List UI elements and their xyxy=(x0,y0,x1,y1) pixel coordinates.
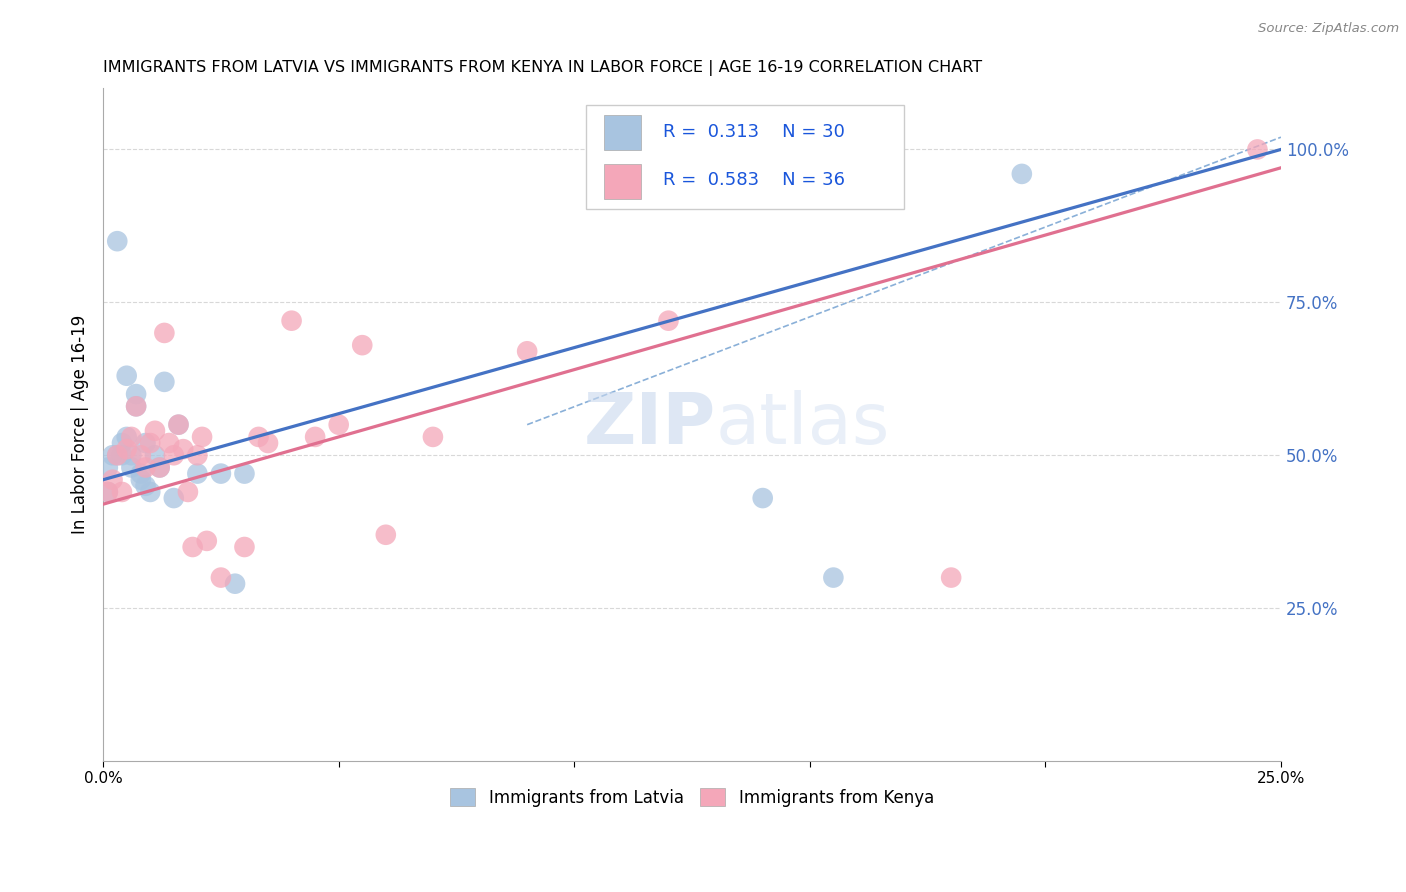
Point xyxy=(304,430,326,444)
Point xyxy=(172,442,194,457)
Point xyxy=(135,436,157,450)
Point xyxy=(149,460,172,475)
Point xyxy=(125,400,148,414)
Text: R =  0.313    N = 30: R = 0.313 N = 30 xyxy=(662,123,845,141)
Point xyxy=(163,448,186,462)
Point xyxy=(97,485,120,500)
Point xyxy=(167,417,190,432)
Point xyxy=(209,571,232,585)
Bar xyxy=(603,115,641,150)
Point xyxy=(135,460,157,475)
Point xyxy=(101,448,124,462)
Point xyxy=(657,314,679,328)
Point xyxy=(328,417,350,432)
Point xyxy=(257,436,280,450)
Point xyxy=(139,485,162,500)
Point xyxy=(374,528,396,542)
Point xyxy=(111,485,134,500)
Point xyxy=(751,491,773,505)
Point xyxy=(233,467,256,481)
Text: R =  0.583    N = 36: R = 0.583 N = 36 xyxy=(662,171,845,189)
Point xyxy=(97,485,120,500)
Point xyxy=(115,368,138,383)
Text: Source: ZipAtlas.com: Source: ZipAtlas.com xyxy=(1258,22,1399,36)
Point xyxy=(101,473,124,487)
Point xyxy=(125,387,148,401)
Point xyxy=(105,448,128,462)
Point xyxy=(143,448,166,462)
FancyBboxPatch shape xyxy=(586,105,904,210)
Bar xyxy=(603,164,641,199)
Point xyxy=(209,467,232,481)
Point xyxy=(143,424,166,438)
Point xyxy=(186,467,208,481)
Point xyxy=(105,448,128,462)
Point xyxy=(97,460,120,475)
Point xyxy=(115,430,138,444)
Point xyxy=(516,344,538,359)
Point xyxy=(224,576,246,591)
Point xyxy=(111,448,134,462)
Point xyxy=(153,375,176,389)
Point xyxy=(120,460,142,475)
Point xyxy=(177,485,200,500)
Point xyxy=(115,442,138,457)
Text: ZIP: ZIP xyxy=(583,390,716,459)
Point xyxy=(1011,167,1033,181)
Point xyxy=(157,436,180,450)
Point xyxy=(233,540,256,554)
Point xyxy=(191,430,214,444)
Point xyxy=(125,400,148,414)
Point xyxy=(167,417,190,432)
Point xyxy=(181,540,204,554)
Point xyxy=(149,460,172,475)
Point xyxy=(352,338,374,352)
Point xyxy=(186,448,208,462)
Point xyxy=(139,436,162,450)
Point xyxy=(129,473,152,487)
Point xyxy=(129,467,152,481)
Point xyxy=(1246,143,1268,157)
Point xyxy=(105,234,128,248)
Point xyxy=(111,436,134,450)
Point xyxy=(129,448,152,462)
Point xyxy=(163,491,186,505)
Point xyxy=(280,314,302,328)
Point xyxy=(120,430,142,444)
Text: atlas: atlas xyxy=(716,390,890,459)
Point xyxy=(247,430,270,444)
Legend: Immigrants from Latvia, Immigrants from Kenya: Immigrants from Latvia, Immigrants from … xyxy=(443,781,941,814)
Text: IMMIGRANTS FROM LATVIA VS IMMIGRANTS FROM KENYA IN LABOR FORCE | AGE 16-19 CORRE: IMMIGRANTS FROM LATVIA VS IMMIGRANTS FRO… xyxy=(103,60,983,76)
Y-axis label: In Labor Force | Age 16-19: In Labor Force | Age 16-19 xyxy=(72,315,89,534)
Point xyxy=(120,448,142,462)
Point xyxy=(422,430,444,444)
Point xyxy=(195,533,218,548)
Point xyxy=(135,479,157,493)
Point xyxy=(153,326,176,340)
Point xyxy=(823,571,845,585)
Point xyxy=(941,571,963,585)
